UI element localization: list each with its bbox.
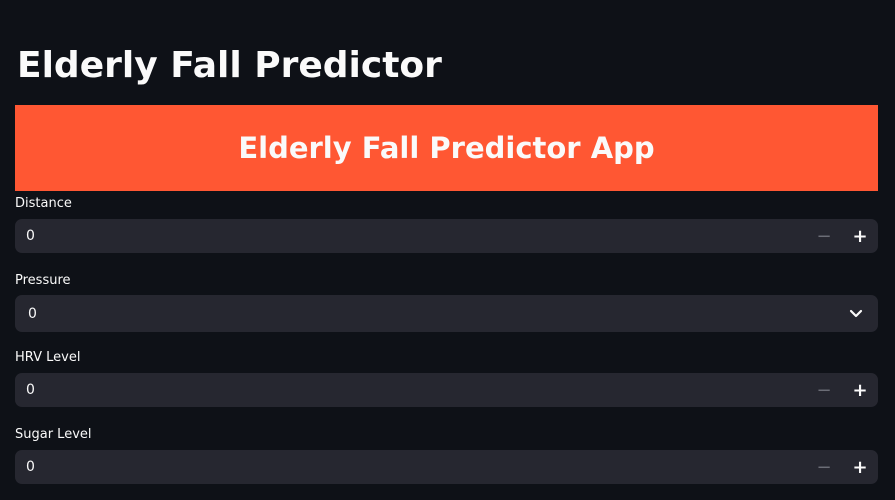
distance-number-input: 0 − +	[15, 219, 878, 253]
distance-increment-button[interactable]: +	[852, 225, 868, 247]
sugar-level-input[interactable]: 0	[26, 459, 35, 475]
pressure-select[interactable]: 0	[15, 295, 878, 332]
hrv-level-decrement-button[interactable]: −	[816, 379, 832, 401]
hrv-level-input[interactable]: 0	[26, 382, 35, 398]
sugar-level-decrement-button[interactable]: −	[816, 456, 832, 478]
sugar-level-increment-button[interactable]: +	[852, 456, 868, 478]
sugar-level-number-input: 0 − +	[15, 450, 878, 484]
pressure-label: Pressure	[15, 273, 71, 288]
hrv-level-label: HRV Level	[15, 350, 81, 365]
distance-label: Distance	[15, 196, 72, 211]
hrv-level-increment-button[interactable]: +	[852, 379, 868, 401]
hrv-level-number-input: 0 − +	[15, 373, 878, 407]
chevron-down-icon[interactable]	[834, 295, 878, 332]
distance-input[interactable]: 0	[26, 228, 35, 244]
pressure-selected-value: 0	[28, 305, 37, 322]
banner-title: Elderly Fall Predictor App	[238, 131, 655, 165]
page-title: Elderly Fall Predictor	[17, 45, 442, 86]
distance-decrement-button[interactable]: −	[816, 225, 832, 247]
sugar-level-label: Sugar Level	[15, 427, 92, 442]
app-banner: Elderly Fall Predictor App	[15, 105, 878, 191]
